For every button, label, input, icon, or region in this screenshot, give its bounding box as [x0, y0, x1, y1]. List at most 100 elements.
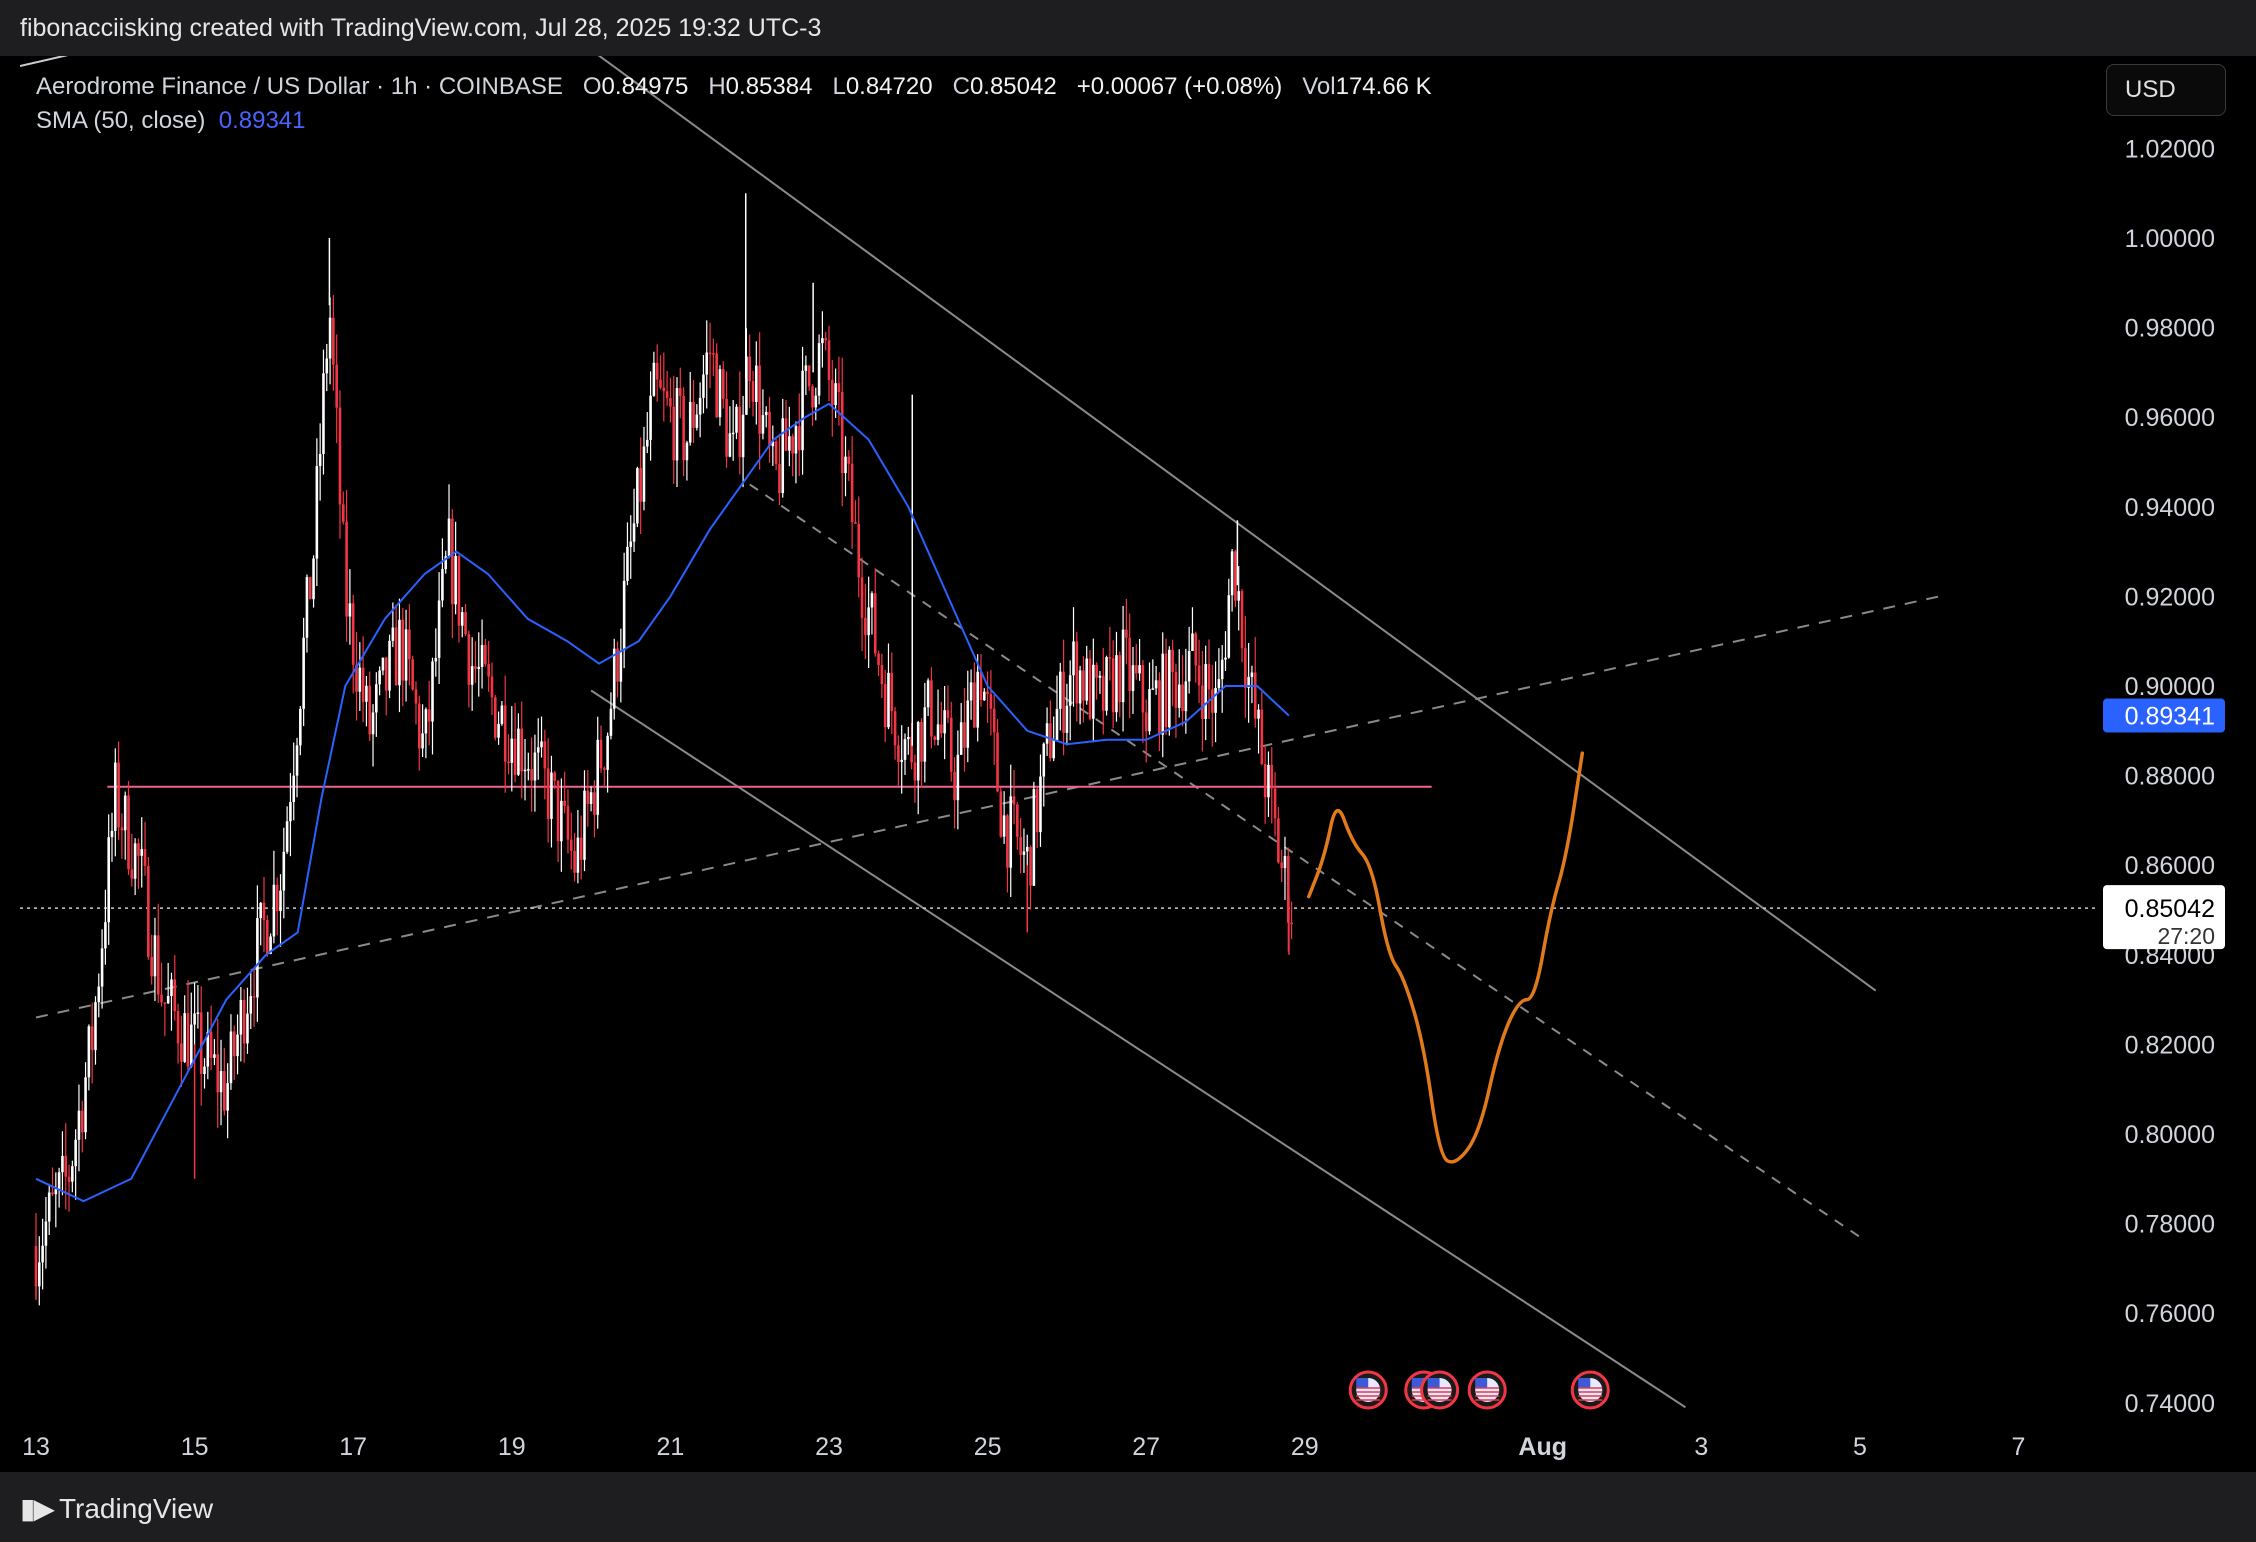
candle[interactable]: [490, 662, 494, 716]
candle[interactable]: [530, 737, 533, 812]
candle[interactable]: [1055, 675, 1059, 741]
candle[interactable]: [655, 344, 659, 402]
candle[interactable]: [797, 393, 801, 477]
candle[interactable]: [338, 390, 342, 539]
candle[interactable]: [949, 701, 953, 782]
candle[interactable]: [328, 297, 332, 385]
candle[interactable]: [464, 604, 467, 636]
candle[interactable]: [517, 713, 520, 777]
candle[interactable]: [1181, 655, 1184, 727]
candle[interactable]: [1141, 660, 1145, 743]
candle[interactable]: [999, 787, 1003, 838]
candle[interactable]: [421, 704, 424, 757]
candle[interactable]: [477, 632, 481, 697]
candle[interactable]: [556, 779, 560, 862]
candle[interactable]: [626, 522, 629, 586]
candle[interactable]: [936, 689, 940, 746]
candle[interactable]: [137, 838, 140, 889]
tradingview-logo[interactable]: ▮▶ TradingView: [20, 1492, 213, 1525]
rising-trend-dashed-line[interactable]: [35, 595, 1940, 1019]
candle[interactable]: [675, 377, 679, 488]
candle[interactable]: [1168, 646, 1171, 736]
candle[interactable]: [127, 780, 130, 875]
candle[interactable]: [236, 1014, 239, 1075]
candle[interactable]: [140, 817, 144, 888]
candle[interactable]: [1134, 644, 1138, 680]
candle[interactable]: [1006, 813, 1009, 893]
candle[interactable]: [275, 877, 279, 936]
candle[interactable]: [682, 387, 685, 477]
candle[interactable]: [712, 338, 715, 377]
candle[interactable]: [348, 569, 352, 645]
candle[interactable]: [920, 718, 923, 788]
candle[interactable]: [196, 985, 200, 1029]
candle[interactable]: [170, 972, 173, 1031]
candle[interactable]: [424, 707, 428, 759]
candle[interactable]: [893, 706, 897, 760]
candle[interactable]: [1108, 626, 1112, 681]
candle[interactable]: [114, 748, 117, 857]
candle[interactable]: [51, 1167, 54, 1197]
candle[interactable]: [688, 371, 692, 446]
candle[interactable]: [536, 718, 540, 780]
candle[interactable]: [411, 655, 414, 691]
candle[interactable]: [451, 509, 454, 639]
currency-button[interactable]: USD: [2106, 64, 2226, 116]
candle[interactable]: [325, 343, 329, 392]
candle[interactable]: [1204, 645, 1207, 741]
candle[interactable]: [1144, 699, 1148, 763]
candle[interactable]: [758, 332, 761, 470]
candle[interactable]: [507, 734, 510, 775]
candle[interactable]: [989, 670, 993, 736]
candle[interactable]: [252, 968, 256, 1027]
candle[interactable]: [163, 1002, 167, 1036]
candle[interactable]: [672, 375, 676, 484]
candle[interactable]: [900, 725, 903, 794]
candle[interactable]: [533, 734, 537, 812]
candle[interactable]: [97, 973, 101, 1018]
candle[interactable]: [738, 371, 742, 475]
candle[interactable]: [695, 404, 699, 431]
candle[interactable]: [973, 662, 976, 728]
candle[interactable]: [1217, 648, 1221, 692]
candle[interactable]: [289, 773, 292, 857]
candle[interactable]: [632, 488, 636, 553]
candle[interactable]: [497, 711, 500, 745]
candle[interactable]: [117, 741, 120, 840]
candle[interactable]: [619, 628, 623, 703]
candle[interactable]: [61, 1131, 64, 1196]
candle[interactable]: [322, 349, 325, 475]
candle[interactable]: [1072, 607, 1075, 707]
candle[interactable]: [563, 771, 566, 814]
candle[interactable]: [209, 1005, 213, 1070]
candle[interactable]: [1128, 613, 1131, 718]
candle[interactable]: [794, 421, 798, 484]
candle[interactable]: [1220, 645, 1224, 713]
candle[interactable]: [523, 738, 527, 801]
candle[interactable]: [341, 491, 345, 525]
candle[interactable]: [801, 346, 804, 475]
candle[interactable]: [1270, 747, 1274, 824]
candle[interactable]: [913, 754, 917, 803]
candle[interactable]: [249, 972, 253, 1029]
candle[interactable]: [262, 876, 266, 953]
candle[interactable]: [454, 521, 457, 615]
candle[interactable]: [368, 671, 372, 741]
candle[interactable]: [982, 688, 986, 701]
candle[interactable]: [1012, 769, 1016, 825]
candle[interactable]: [77, 1084, 81, 1172]
candle[interactable]: [1111, 640, 1115, 729]
candle[interactable]: [579, 815, 583, 880]
candle[interactable]: [130, 833, 134, 887]
candle[interactable]: [441, 538, 444, 608]
candle[interactable]: [943, 686, 946, 760]
candle[interactable]: [824, 331, 827, 351]
candle[interactable]: [404, 609, 408, 702]
candle[interactable]: [295, 737, 299, 798]
candle[interactable]: [969, 669, 973, 720]
stray-drawing-line[interactable]: [20, 50, 90, 67]
candle[interactable]: [751, 370, 755, 417]
candle[interactable]: [827, 325, 831, 402]
candle[interactable]: [156, 903, 160, 1004]
candle[interactable]: [946, 685, 950, 724]
